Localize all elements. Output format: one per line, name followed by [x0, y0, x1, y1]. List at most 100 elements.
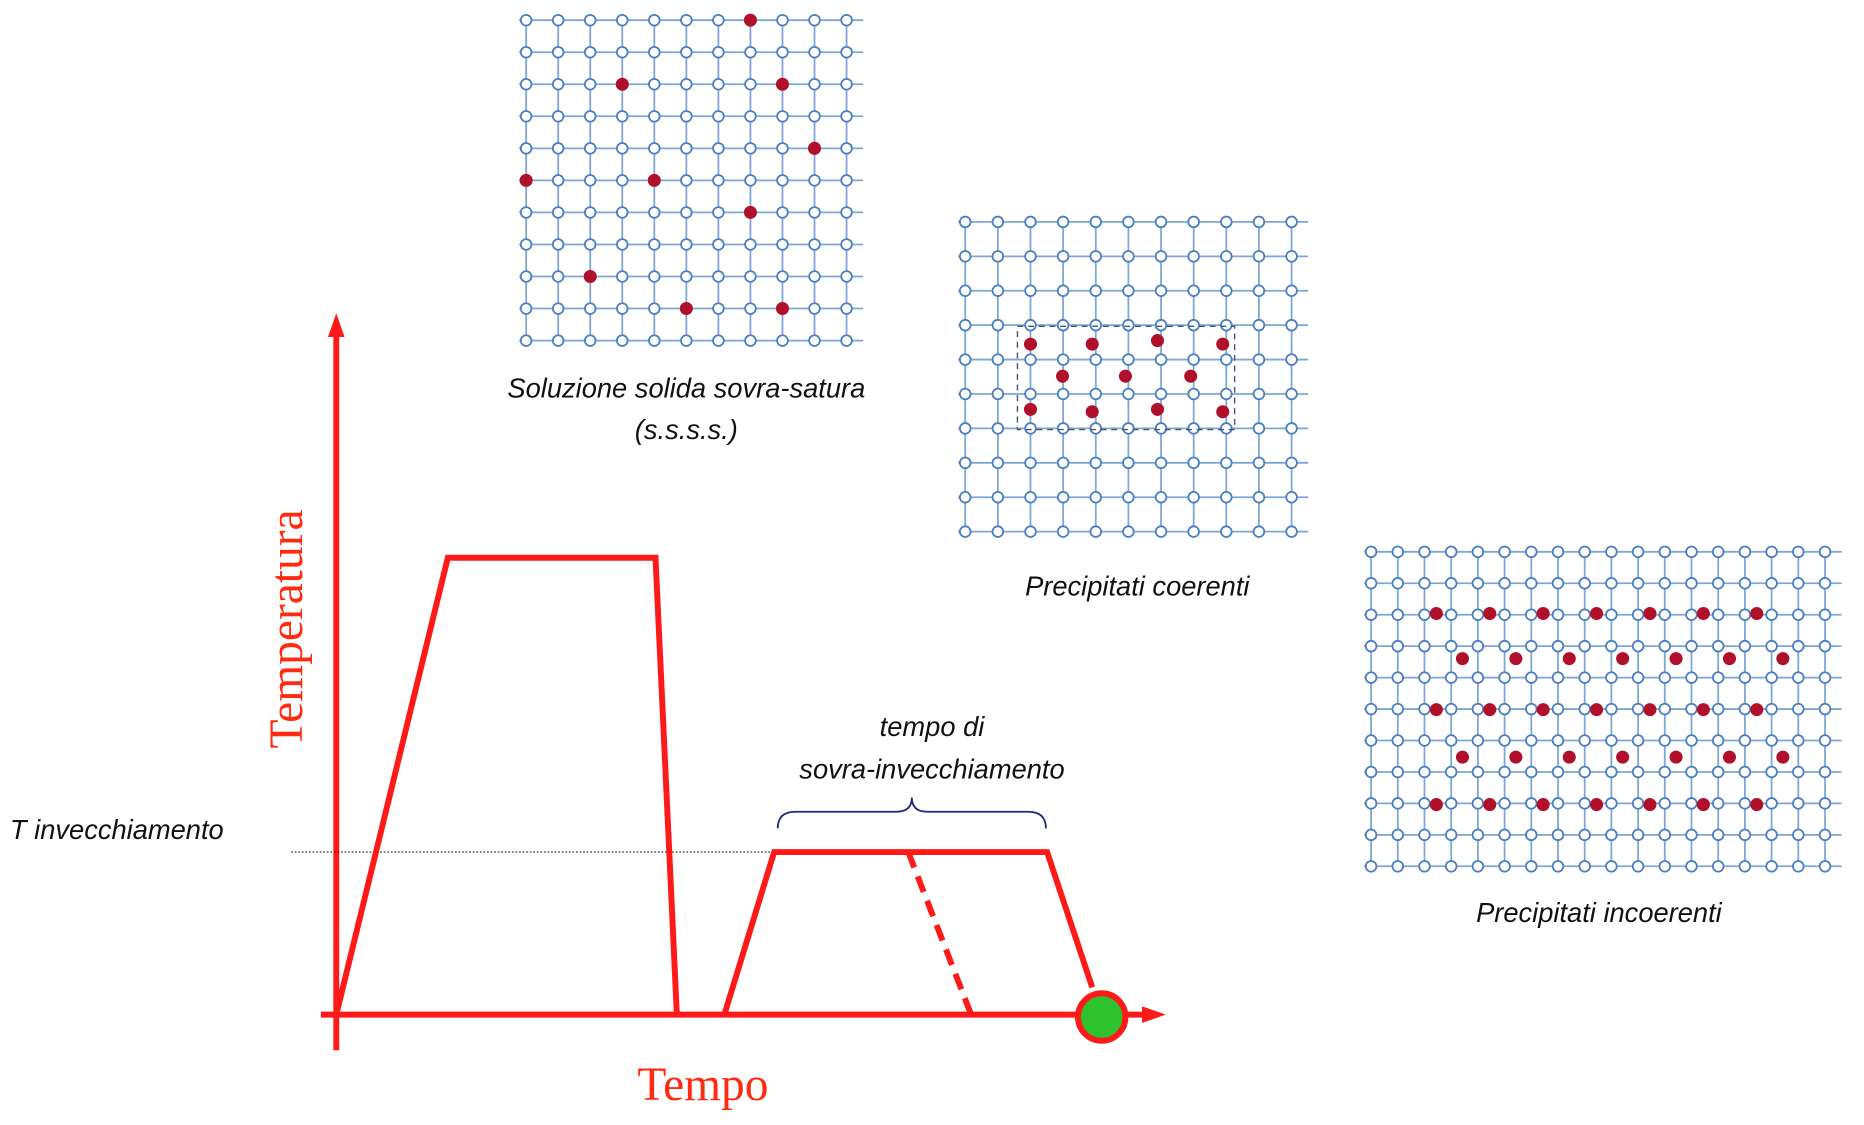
- profile: [336, 558, 677, 1015]
- solute-atom: [1216, 405, 1229, 418]
- atom: [960, 354, 971, 365]
- atom: [1659, 735, 1670, 746]
- atom: [1606, 735, 1617, 746]
- solute-atom: [1750, 607, 1763, 620]
- atom: [1820, 704, 1831, 715]
- atom: [585, 47, 596, 58]
- atom: [649, 335, 660, 346]
- solute-atom: [1184, 370, 1197, 383]
- atom: [1553, 609, 1564, 620]
- atom: [1499, 767, 1510, 778]
- atom: [1713, 672, 1724, 683]
- atom: [1553, 735, 1564, 746]
- atom: [841, 207, 852, 218]
- atom: [1123, 354, 1134, 365]
- atom: [777, 271, 788, 282]
- solute-atom: [1086, 338, 1099, 351]
- atom: [1499, 641, 1510, 652]
- atom: [649, 239, 660, 250]
- brace: [778, 797, 1046, 828]
- atom: [1606, 798, 1617, 809]
- atom: [1090, 251, 1101, 262]
- atom: [1579, 546, 1590, 557]
- atom: [617, 207, 628, 218]
- atom: [1188, 251, 1199, 262]
- atom: [1286, 526, 1297, 537]
- atom: [1446, 798, 1457, 809]
- atom: [1473, 861, 1484, 872]
- atom: [1820, 767, 1831, 778]
- atom: [1058, 251, 1069, 262]
- atom: [1392, 609, 1403, 620]
- atom: [1633, 641, 1644, 652]
- atom: [1579, 767, 1590, 778]
- atom: [1793, 546, 1804, 557]
- atom: [841, 303, 852, 314]
- atom: [521, 111, 532, 122]
- atom: [841, 175, 852, 186]
- atom: [841, 335, 852, 346]
- atom: [1473, 830, 1484, 841]
- atom: [1686, 672, 1697, 683]
- atom: [521, 79, 532, 90]
- atom: [585, 111, 596, 122]
- atom: [993, 251, 1004, 262]
- atom: [1526, 672, 1537, 683]
- atom: [1820, 609, 1831, 620]
- atom: [1221, 423, 1232, 434]
- atom: [1659, 641, 1670, 652]
- atom: [1221, 320, 1232, 331]
- atom: [521, 335, 532, 346]
- atom: [1713, 861, 1724, 872]
- atom: [777, 335, 788, 346]
- atom: [1713, 735, 1724, 746]
- atom: [841, 47, 852, 58]
- atom: [1090, 354, 1101, 365]
- atom: [809, 335, 820, 346]
- atom: [841, 111, 852, 122]
- solute-atom: [1119, 370, 1132, 383]
- atom: [1713, 704, 1724, 715]
- atom: [1221, 526, 1232, 537]
- atom: [649, 79, 660, 90]
- atom: [585, 303, 596, 314]
- solute-atom: [520, 174, 533, 187]
- solute-atom: [1483, 703, 1496, 716]
- atom: [713, 239, 724, 250]
- atom: [553, 143, 564, 154]
- atom: [521, 47, 532, 58]
- atom: [1633, 609, 1644, 620]
- atom: [1740, 704, 1751, 715]
- atom: [1553, 578, 1564, 589]
- atom: [1025, 217, 1036, 228]
- atom: [1392, 830, 1403, 841]
- atom: [1820, 735, 1831, 746]
- atom: [1254, 423, 1265, 434]
- atom: [1526, 546, 1537, 557]
- atom: [1686, 798, 1697, 809]
- caption: Soluzione solida sovra-satura: [507, 373, 865, 404]
- atom: [1659, 546, 1670, 557]
- atom: [1419, 798, 1430, 809]
- atom: [1473, 578, 1484, 589]
- atom: [649, 207, 660, 218]
- atom: [713, 335, 724, 346]
- atom: [1254, 251, 1265, 262]
- atom: [1553, 672, 1564, 683]
- solute-atom: [1723, 652, 1736, 665]
- atom: [1254, 320, 1265, 331]
- atom: [1156, 492, 1167, 503]
- solute-atom: [1643, 703, 1656, 716]
- atom: [809, 47, 820, 58]
- caption: Precipitati coerenti: [1025, 571, 1250, 602]
- atom: [993, 492, 1004, 503]
- atom: [1713, 641, 1724, 652]
- solute-atom: [1697, 703, 1710, 716]
- atom: [1606, 546, 1617, 557]
- atom: [1286, 285, 1297, 296]
- atom: [1633, 672, 1644, 683]
- atom: [1446, 641, 1457, 652]
- atom: [1366, 735, 1377, 746]
- atom: [1659, 609, 1670, 620]
- atom: [1090, 320, 1101, 331]
